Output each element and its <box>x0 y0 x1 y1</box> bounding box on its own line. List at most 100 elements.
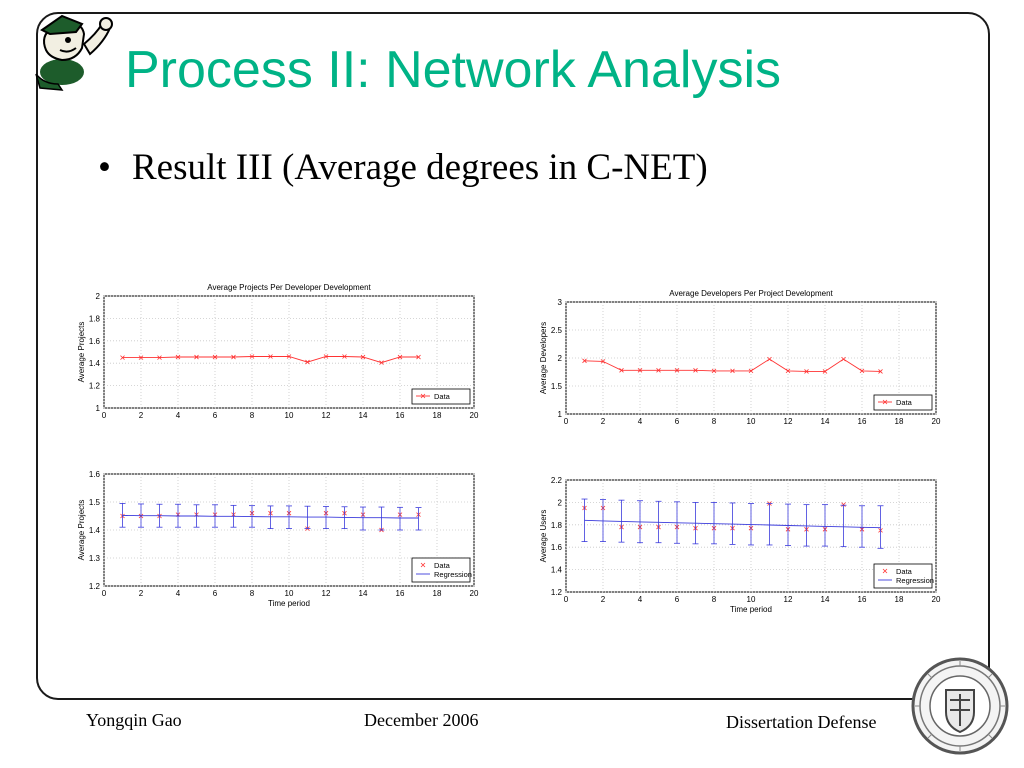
data-point <box>841 502 846 507</box>
x-tick-label: 14 <box>821 595 830 604</box>
y-tick-label: 2.2 <box>551 476 563 485</box>
x-tick-label: 16 <box>396 589 405 598</box>
legend <box>873 563 933 589</box>
x-tick-label: 6 <box>675 417 680 426</box>
data-point <box>342 354 347 359</box>
y-tick-label: 1.2 <box>551 588 563 597</box>
legend-label: Regression <box>434 570 472 579</box>
data-point <box>693 368 698 373</box>
y-tick-label: 1.6 <box>551 543 563 552</box>
x-tick-label: 2 <box>139 411 144 420</box>
data-point <box>785 368 791 374</box>
data-point <box>656 368 661 373</box>
x-tick-label: 12 <box>322 411 331 420</box>
x-tick-label: 18 <box>895 595 904 604</box>
x-tick-label: 4 <box>638 595 643 604</box>
y-tick-label: 1 <box>558 410 563 419</box>
y-tick-label: 1.2 <box>89 382 101 391</box>
x-tick-label: 4 <box>176 589 181 598</box>
y-tick-label: 1.4 <box>551 566 563 575</box>
x-tick-label: 0 <box>102 589 107 598</box>
legend-label: Regression <box>896 576 934 585</box>
data-point <box>822 369 828 374</box>
data-point <box>157 355 162 360</box>
data-point <box>231 354 236 360</box>
x-tick-label: 20 <box>932 595 941 604</box>
x-tick-label: 8 <box>712 417 717 426</box>
university-seal-icon <box>911 657 1009 755</box>
data-point <box>249 354 255 359</box>
y-tick-label: 2 <box>558 354 563 363</box>
legend-marker <box>882 399 888 405</box>
x-tick-label: 20 <box>470 411 479 420</box>
x-tick-label: 18 <box>433 589 442 598</box>
x-tick-label: 14 <box>359 411 368 420</box>
data-point <box>305 359 310 365</box>
legend-marker <box>882 568 888 574</box>
legend-marker <box>420 562 426 568</box>
data-point <box>138 355 144 360</box>
y-tick-label: 1.5 <box>551 382 563 391</box>
x-tick-label: 18 <box>895 417 904 426</box>
data-point <box>286 354 292 359</box>
series-line <box>122 514 419 519</box>
series-line <box>584 519 881 529</box>
x-tick-label: 6 <box>675 595 680 604</box>
x-tick-label: 0 <box>564 417 569 426</box>
chart-projects-regression: 0 2 4 6 8 10 12 14 16 18 20 1.2 1.3 1.4 1.5 1.6 Time per… <box>77 470 479 608</box>
y-tick-label: 1.5 <box>89 498 101 507</box>
x-tick-label: 0 <box>102 411 107 420</box>
x-tick-label: 14 <box>359 589 368 598</box>
x-tick-label: 10 <box>747 417 756 426</box>
footer-author: Yongqin Gao <box>86 710 182 730</box>
data-point <box>841 356 846 362</box>
x-tick-label: 16 <box>396 411 405 420</box>
x-tick-label: 12 <box>784 595 793 604</box>
x-tick-label: 8 <box>712 595 717 604</box>
y-tick-label: 1.4 <box>89 359 101 368</box>
x-tick-label: 12 <box>322 589 331 598</box>
x-tick-label: 20 <box>470 589 479 598</box>
x-tick-label: 16 <box>858 595 867 604</box>
data-point <box>194 354 199 360</box>
slide-title: Process II: Network Analysis <box>125 41 781 99</box>
y-axis-label: Average Developers <box>539 322 548 394</box>
y-tick-label: 1.6 <box>89 470 101 479</box>
legend <box>411 388 471 405</box>
data-point <box>582 358 587 364</box>
y-tick-label: 1.3 <box>89 554 101 563</box>
data-point <box>674 368 680 373</box>
y-axis-label: Average Users <box>539 510 548 563</box>
data-point <box>175 354 181 360</box>
x-tick-label: 6 <box>213 589 218 598</box>
x-tick-label: 10 <box>747 595 756 604</box>
x-tick-label: 20 <box>932 417 941 426</box>
legend-marker <box>420 393 426 399</box>
y-tick-label: 1.2 <box>89 582 101 591</box>
data-point <box>711 368 717 374</box>
data-point <box>767 356 772 362</box>
x-tick-label: 18 <box>433 411 442 420</box>
data-point <box>730 368 735 374</box>
data-point <box>360 354 366 360</box>
data-point <box>397 354 403 360</box>
x-tick-label: 14 <box>821 417 830 426</box>
y-tick-label: 1.8 <box>89 314 101 323</box>
data-point <box>878 369 883 374</box>
y-tick-label: 1.6 <box>89 337 101 346</box>
x-tick-label: 10 <box>285 411 294 420</box>
chart-projects-per-developer: 0 2 4 6 8 10 12 14 16 18 20 1 1.2 1.4 1.6 1.8 2 Average P… <box>77 283 479 420</box>
y-tick-label: 2 <box>558 498 563 507</box>
y-tick-label: 1 <box>96 404 101 413</box>
data-point <box>637 368 643 373</box>
x-axis-label: Time period <box>730 605 772 614</box>
y-axis-label: Average Projects <box>77 322 86 383</box>
data-point <box>859 368 865 374</box>
bullet-text: Result III (Average degrees in C-NET) <box>132 147 708 188</box>
legend-label: Data <box>896 398 913 407</box>
chart-title: Average Developers Per Project Developme… <box>669 289 833 298</box>
x-tick-label: 12 <box>784 417 793 426</box>
data-point <box>600 359 606 364</box>
data-point <box>212 354 218 360</box>
legend <box>873 394 933 411</box>
